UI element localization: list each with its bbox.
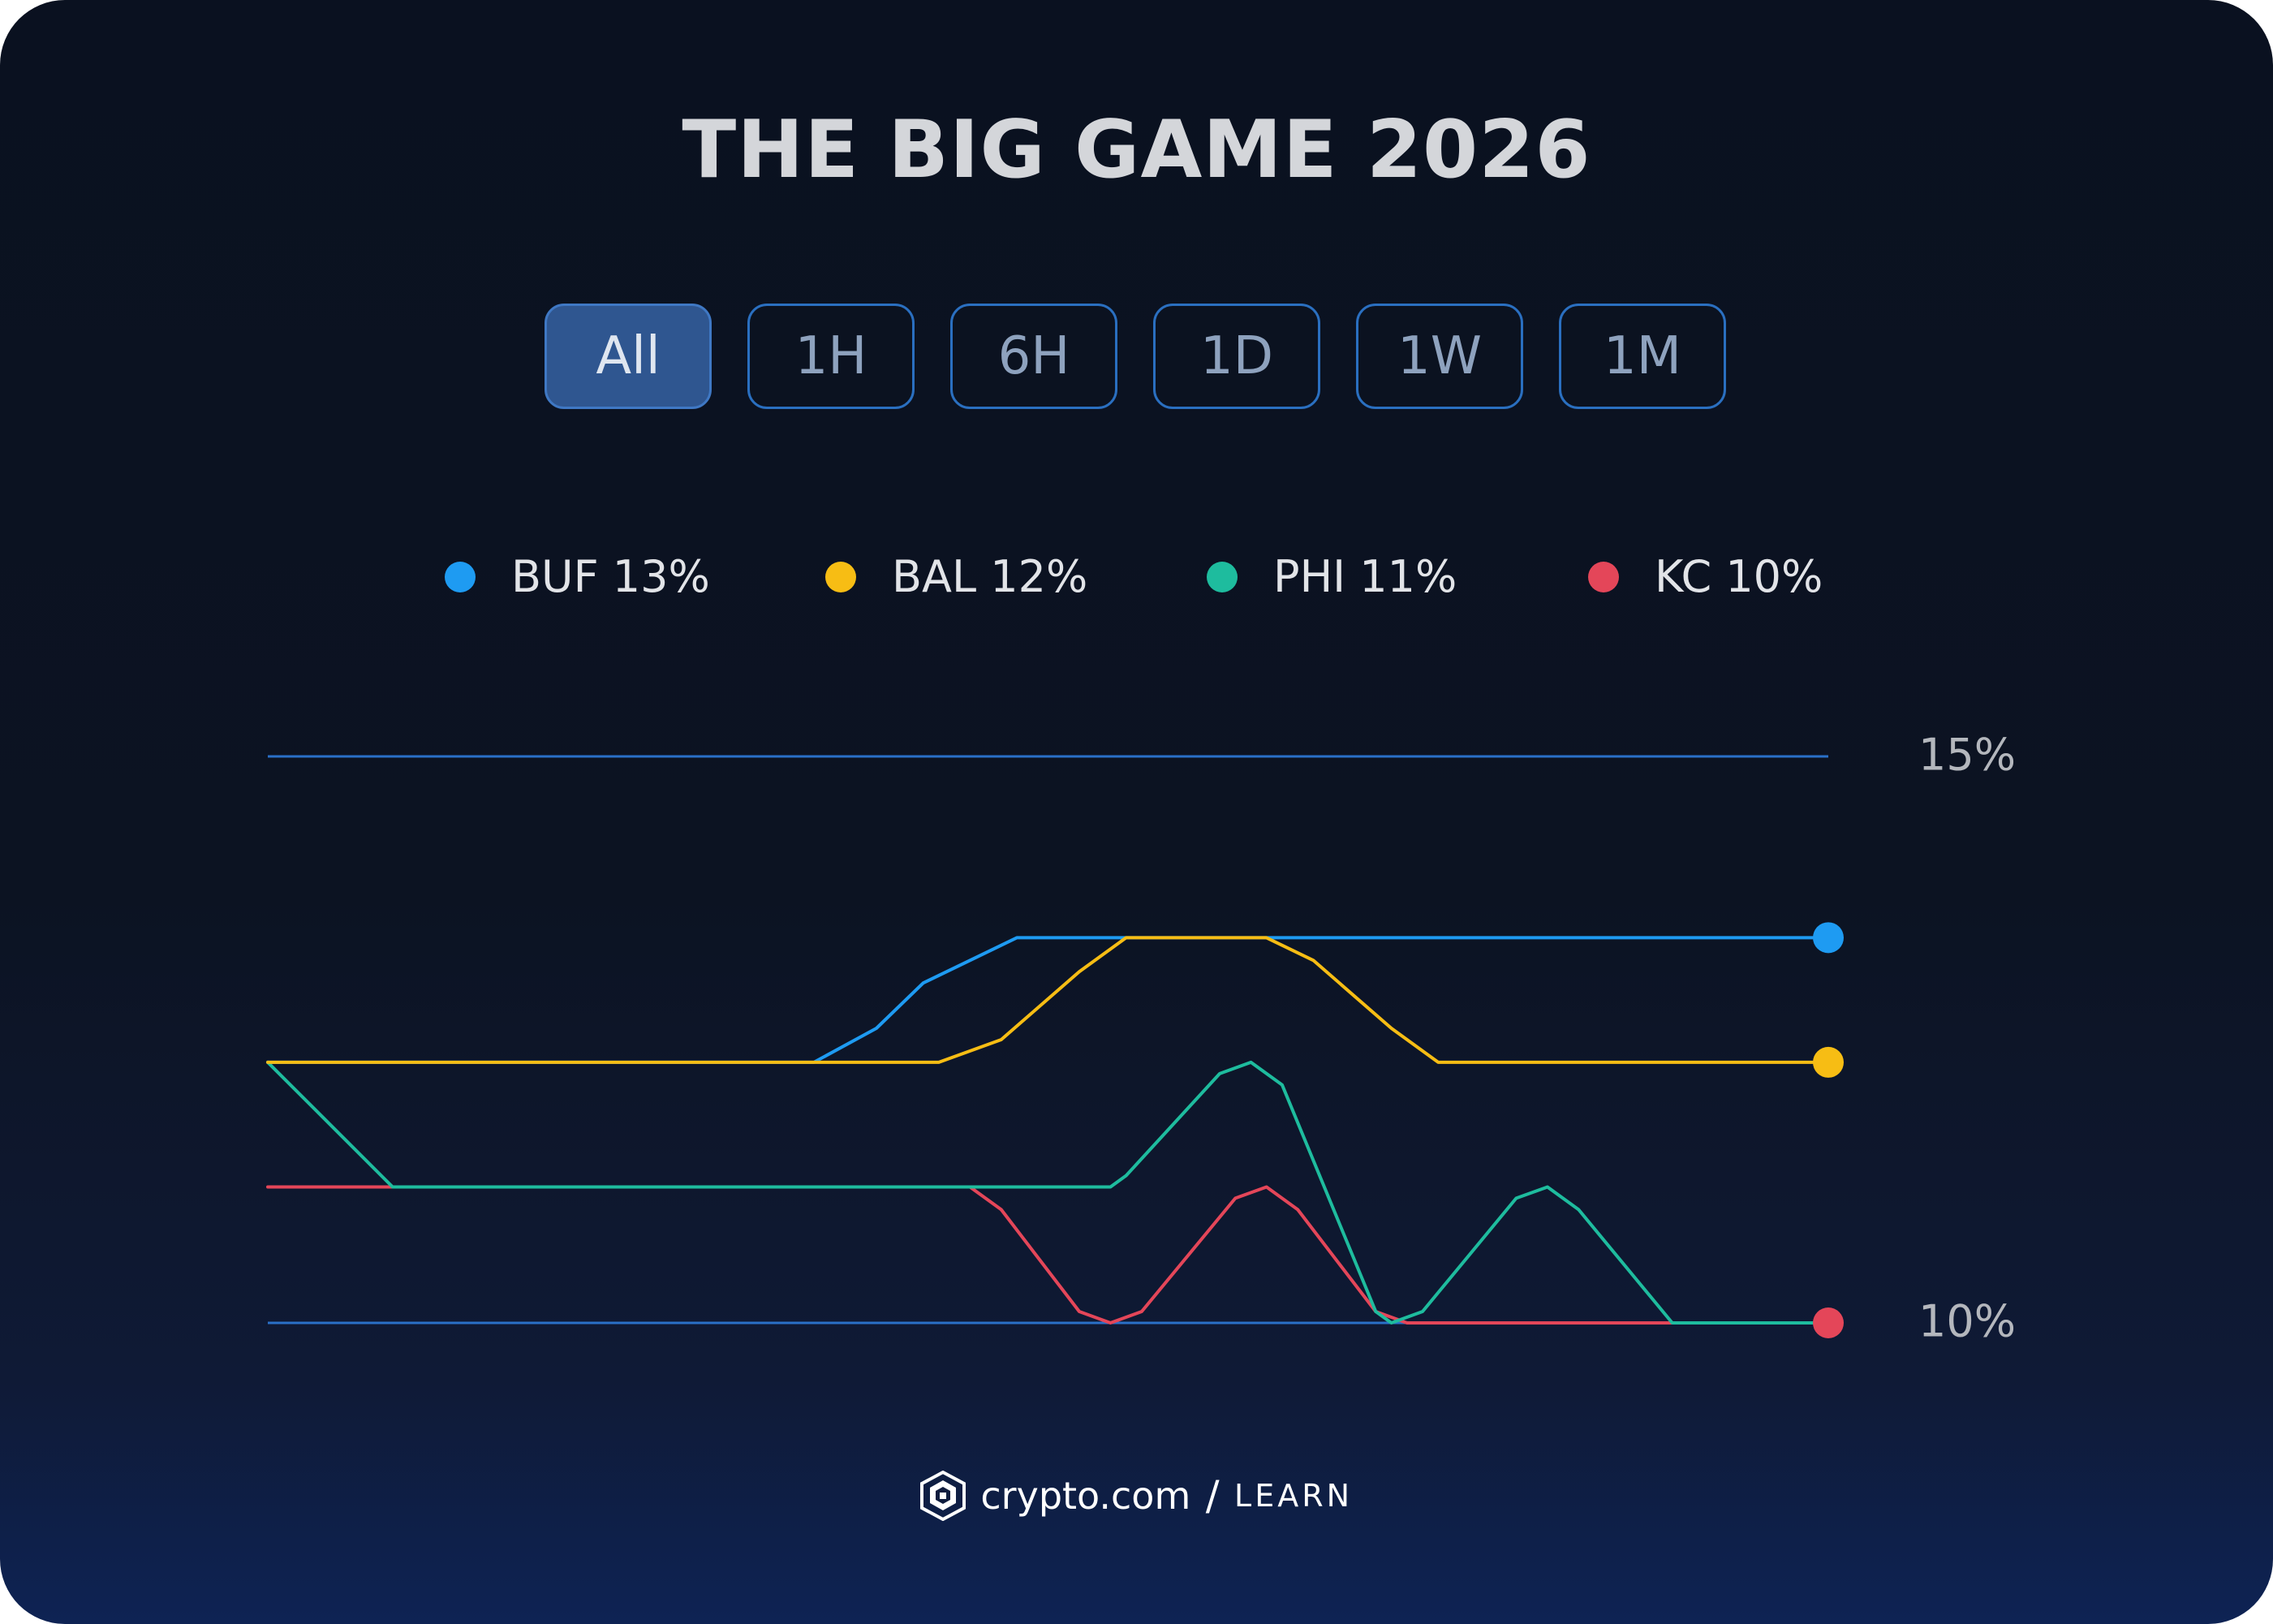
series-line-kc <box>266 1185 1830 1325</box>
legend-dot-icon <box>1588 562 1619 592</box>
legend-label: KC 10% <box>1655 551 1823 602</box>
tab-1w[interactable]: 1W <box>1356 304 1523 409</box>
series-layer <box>266 936 1830 1325</box>
tab-1d[interactable]: 1D <box>1153 304 1320 409</box>
tab-all[interactable]: All <box>545 304 712 409</box>
tab-1h[interactable]: 1H <box>747 304 915 409</box>
series-line-phi <box>266 1060 1830 1325</box>
series-line-bal <box>266 936 1830 1064</box>
footer-brand: crypto.com / LEARN <box>919 1467 1354 1524</box>
tab-1m[interactable]: 1M <box>1559 304 1726 409</box>
footer-separator: / <box>1205 1472 1220 1519</box>
y-tick-label-15: 15% <box>1918 730 2016 781</box>
tab-6h[interactable]: 6H <box>950 304 1117 409</box>
time-range-tabs: All 1H 6H 1D 1W 1M <box>0 304 2273 409</box>
legend-dot-icon <box>1207 562 1238 592</box>
legend-label: BUF 13% <box>511 551 710 602</box>
end-marker-bal <box>1813 1046 1844 1078</box>
y-tick-label-10: 10% <box>1918 1296 2016 1347</box>
end-marker-kc <box>1813 1307 1844 1338</box>
footer: crypto.com / LEARN <box>0 1467 2273 1524</box>
legend-label: BAL 12% <box>892 551 1088 602</box>
brand-name: crypto.com <box>980 1474 1191 1518</box>
legend-label: PHI 11% <box>1273 551 1457 602</box>
end-marker-buf <box>1813 922 1844 954</box>
marker-layer <box>1813 922 1844 1338</box>
chart-title: THE BIG GAME 2026 <box>682 104 1591 196</box>
footer-section: LEARN <box>1234 1478 1354 1514</box>
crypto-com-lion-shield-icon <box>919 1471 966 1521</box>
legend-dot-icon <box>825 562 856 592</box>
legend-dot-icon <box>445 562 476 592</box>
